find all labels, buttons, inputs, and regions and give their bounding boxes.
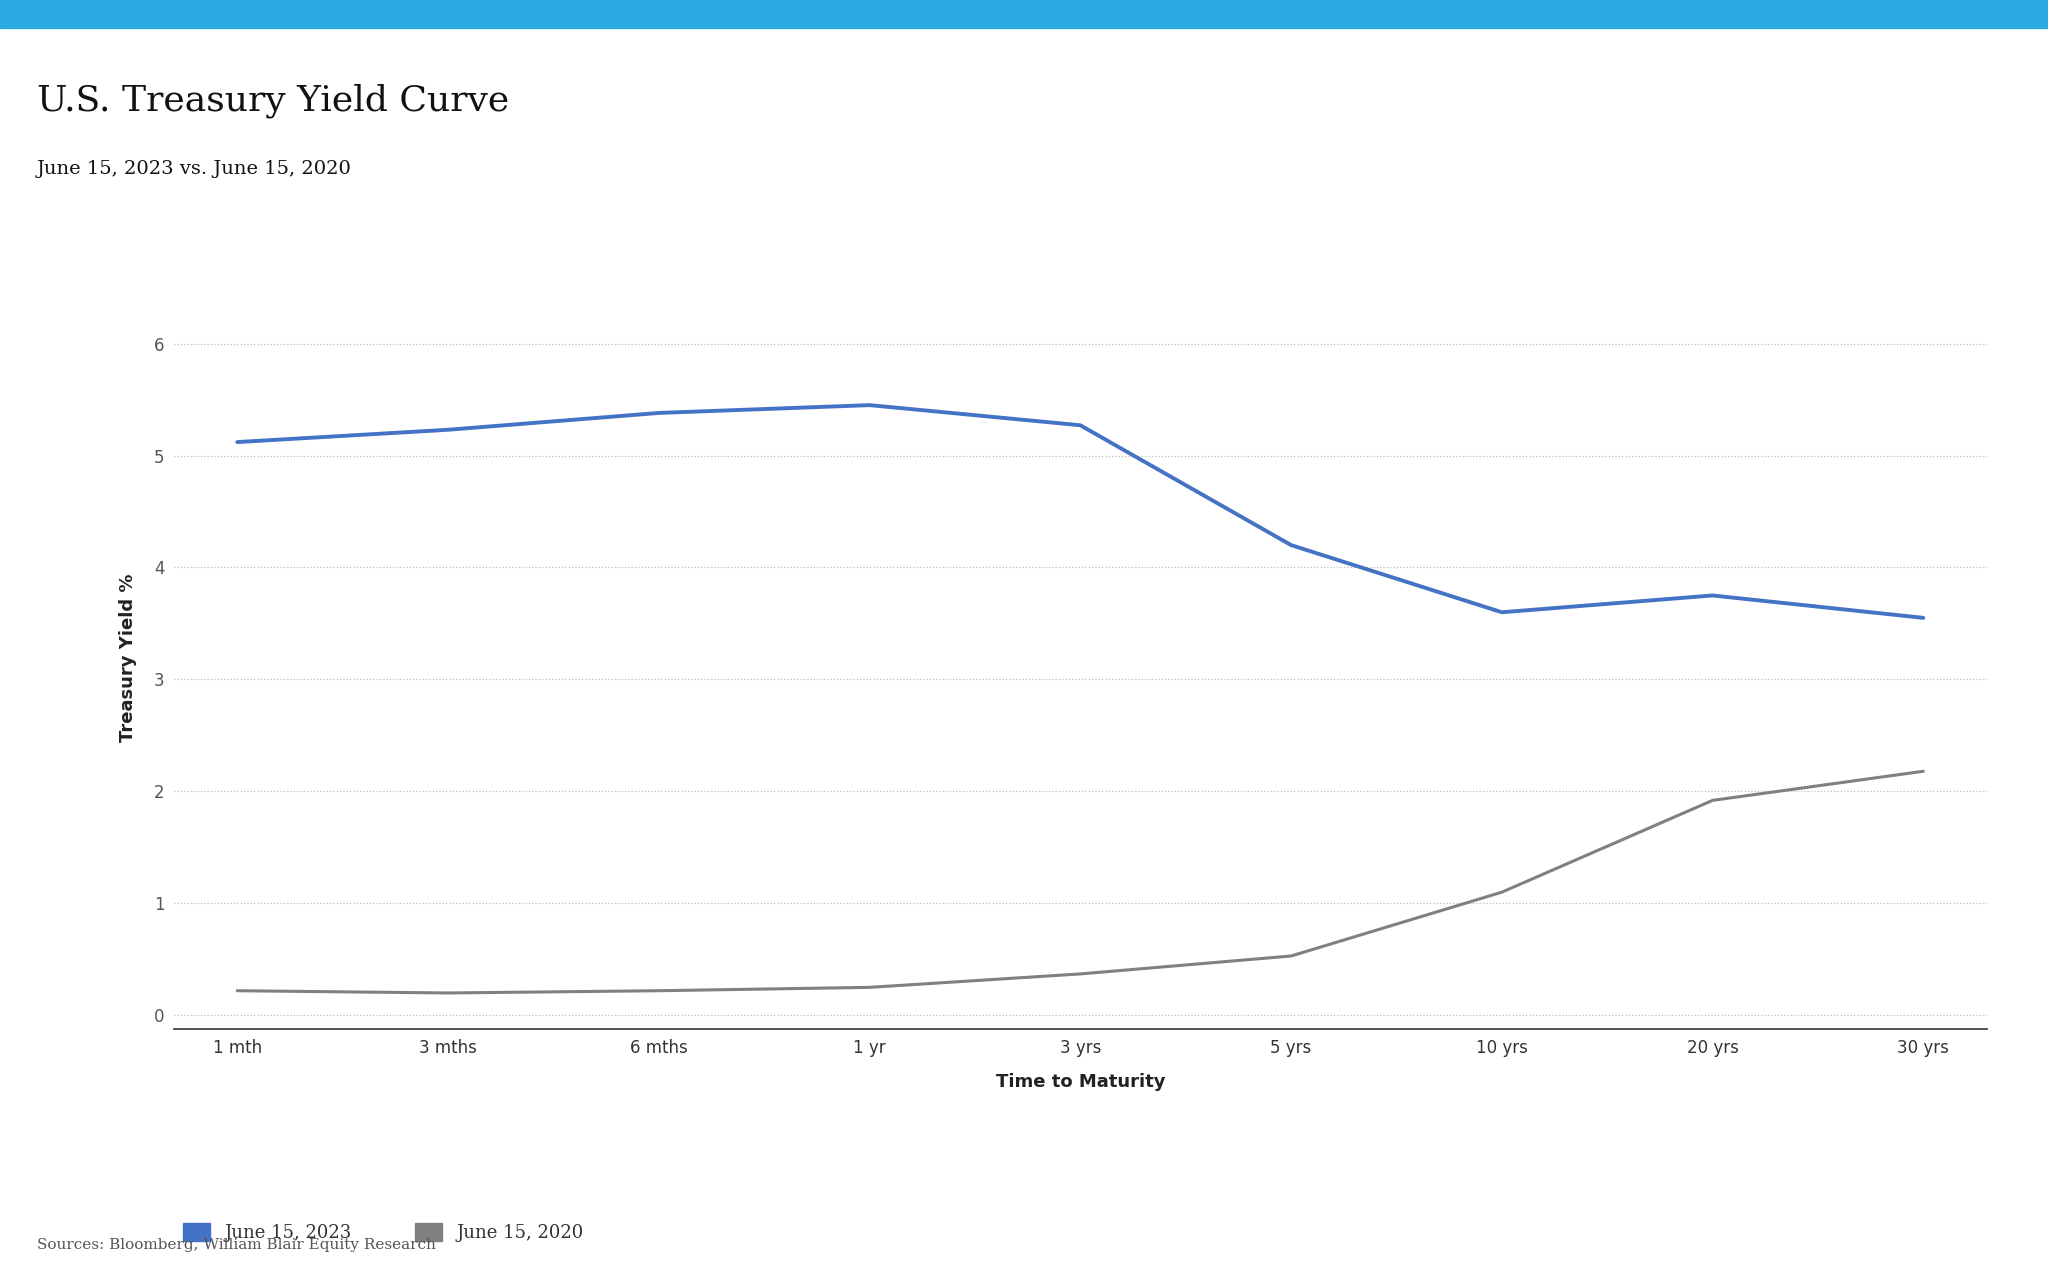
Text: Sources: Bloomberg, William Blair Equity Research: Sources: Bloomberg, William Blair Equity… [37, 1238, 436, 1252]
X-axis label: Time to Maturity: Time to Maturity [995, 1074, 1165, 1091]
Text: U.S. Treasury Yield Curve: U.S. Treasury Yield Curve [37, 83, 510, 118]
Text: June 15, 2023 vs. June 15, 2020: June 15, 2023 vs. June 15, 2020 [37, 160, 352, 178]
Y-axis label: Treasury Yield %: Treasury Yield % [119, 574, 137, 743]
Legend: June 15, 2023, June 15, 2020: June 15, 2023, June 15, 2020 [182, 1223, 584, 1242]
